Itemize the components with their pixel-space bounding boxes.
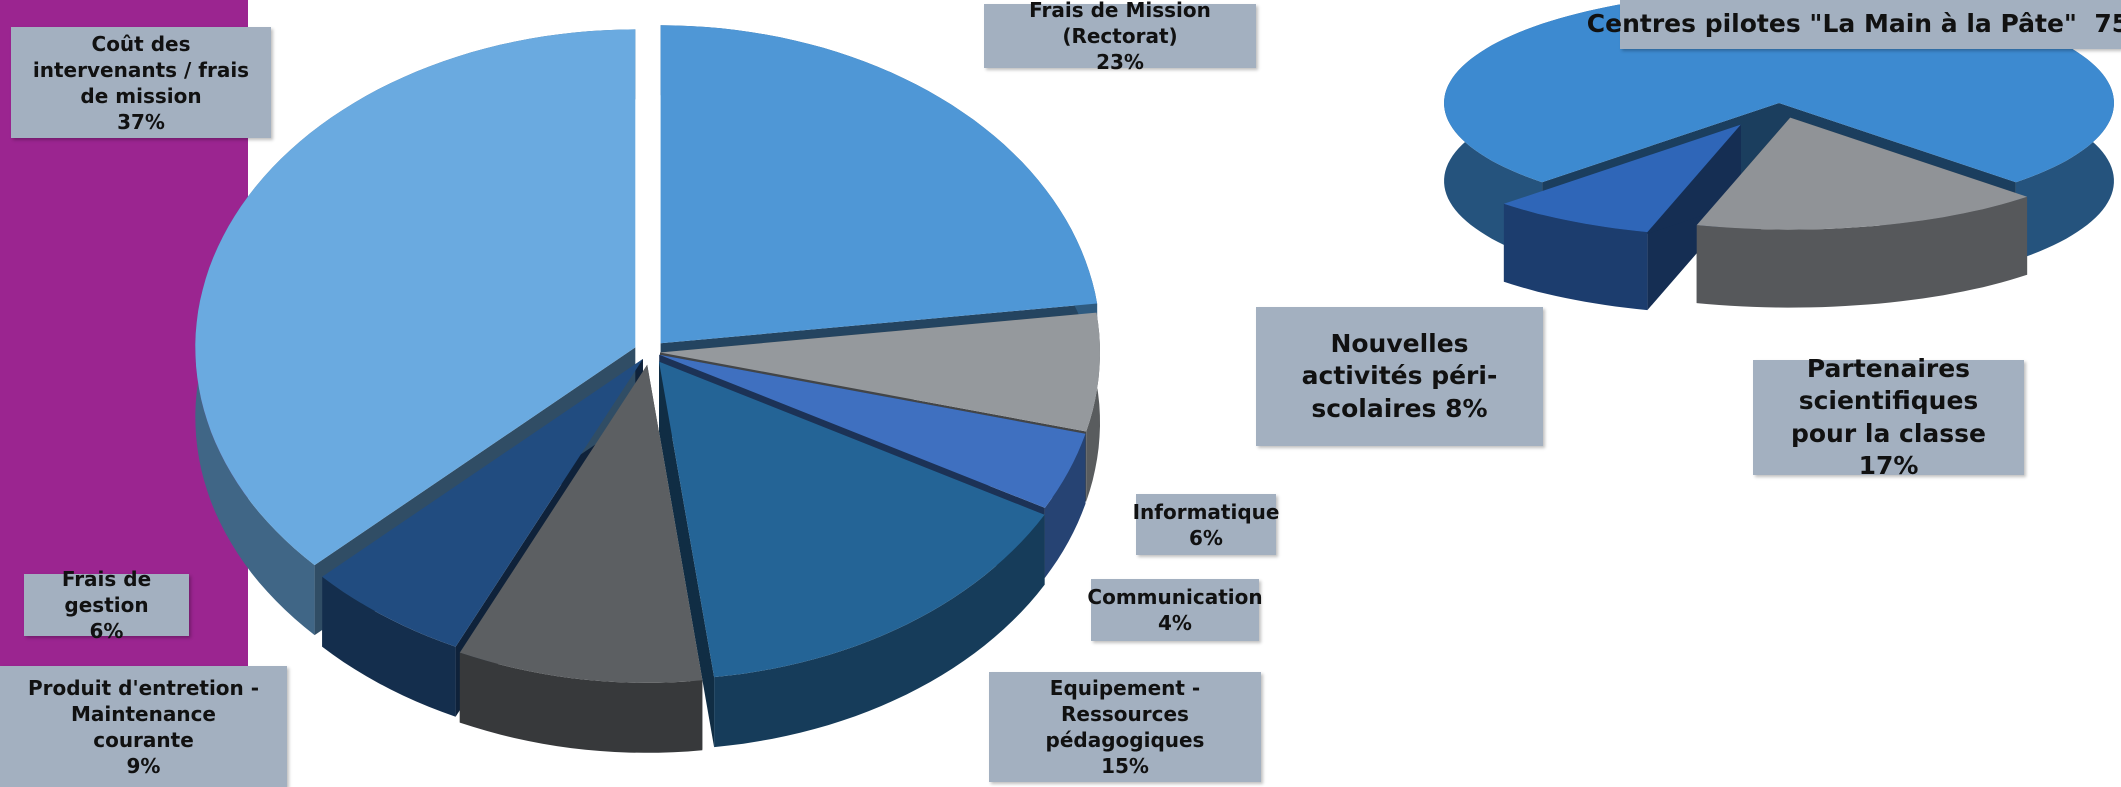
data-label: Produit d'entretion - Maintenance couran… [0, 666, 287, 787]
data-label: Centres pilotes "La Main à la Pâte" 75% [1587, 0, 2121, 49]
slice-side [459, 652, 703, 753]
slice [1696, 117, 2028, 230]
slice-side [714, 514, 1045, 748]
slice [322, 359, 643, 647]
data-label: Informatique 6% [1133, 494, 1279, 555]
slice [459, 364, 703, 683]
data-label: Nouvelles activités péri-scolaires 8% [1256, 307, 1543, 446]
slice-face [659, 361, 715, 748]
slice [660, 25, 1098, 344]
slice [195, 29, 636, 566]
slice-side [322, 576, 456, 717]
pie [1444, 0, 2114, 311]
slice [659, 354, 1086, 508]
data-label: Equipement - Ressources pédagogiques 15% [989, 672, 1261, 782]
slice [1503, 124, 1741, 233]
slice-side [1503, 203, 1648, 311]
data-label: Coût des intervenants / frais de mission… [11, 27, 271, 138]
slice [659, 361, 1045, 678]
data-label: Partenaires scientifiques pour la classe… [1753, 354, 2024, 480]
data-label: Frais de Mission (Rectorat) 23% [984, 0, 1256, 74]
data-label: Frais de gestion 6% [24, 567, 189, 643]
slice-side [1696, 196, 2028, 308]
slice [660, 312, 1100, 432]
data-label: Communication 4% [1087, 579, 1263, 641]
pie [195, 25, 1100, 753]
slice-side [1044, 433, 1086, 578]
